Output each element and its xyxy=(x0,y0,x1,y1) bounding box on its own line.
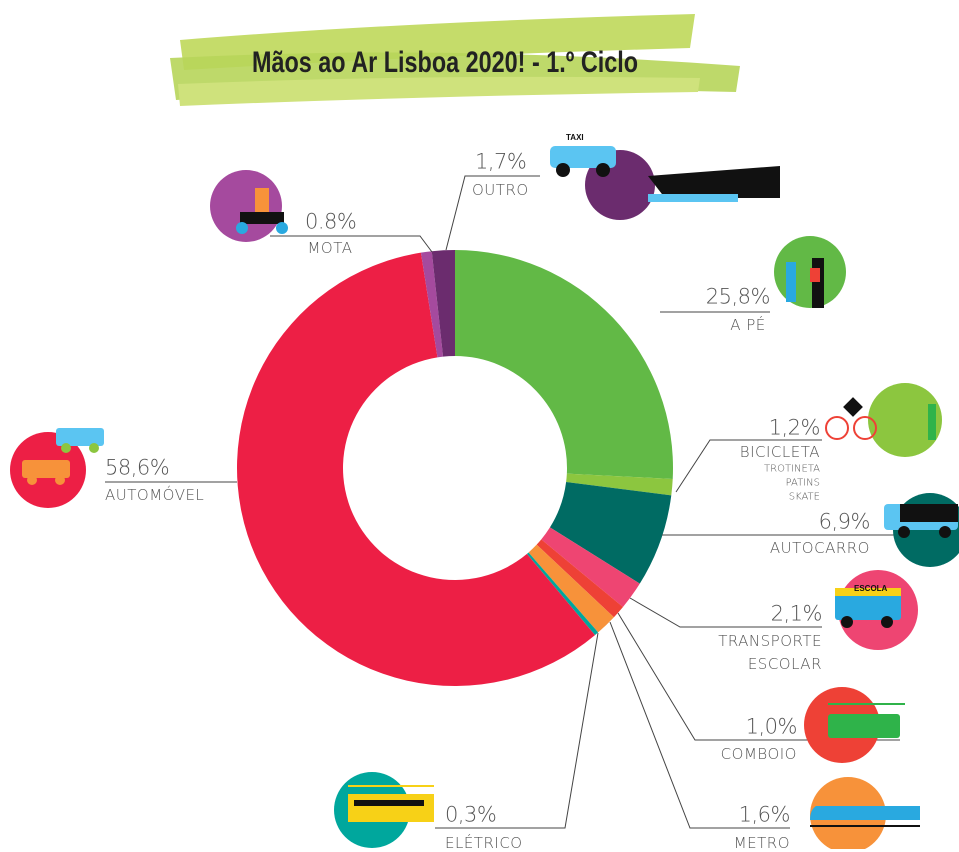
category-label: METRO xyxy=(733,833,790,852)
leader-line xyxy=(270,235,433,253)
leader-line xyxy=(445,175,540,251)
leaders xyxy=(105,175,940,829)
icons xyxy=(10,146,959,849)
donut xyxy=(236,250,674,687)
sub-label: TROTINETA xyxy=(764,463,820,475)
icon-label: ESCOLA xyxy=(854,584,888,593)
leader-line xyxy=(629,597,822,628)
slice xyxy=(528,544,614,633)
chart-title: Mãos ao Ar Lisboa 2020! - 1.º Ciclo xyxy=(251,46,639,79)
slice xyxy=(236,252,596,687)
sub-label: PATINS xyxy=(785,477,820,489)
slice xyxy=(455,250,674,479)
category-label: ELÉTRICO xyxy=(445,833,523,852)
slice xyxy=(566,473,673,496)
value-label: 1,7% xyxy=(475,149,527,174)
category-label: BICICLETA xyxy=(739,442,820,461)
slice xyxy=(541,527,640,607)
slice xyxy=(420,251,444,358)
value-label: 25,8% xyxy=(705,284,771,309)
value-label: 58,6% xyxy=(105,455,170,480)
slice xyxy=(526,552,599,636)
category-label: AUTOCARRO xyxy=(769,538,870,557)
category-label: MOTA xyxy=(307,238,353,257)
value-label: 2,1% xyxy=(770,601,823,626)
value-label: 1,0% xyxy=(745,714,798,739)
category-label: AUTOMÓVEL xyxy=(105,485,205,504)
category-label: OUTRO xyxy=(472,180,529,199)
value-label: 1,6% xyxy=(738,802,791,827)
leader-line xyxy=(609,621,790,829)
value-label: 0.8% xyxy=(305,209,357,234)
sub-label: SKATE xyxy=(788,491,820,503)
category-label: TRANSPORTE ESCOLAR xyxy=(718,632,822,673)
title-banner xyxy=(170,14,740,106)
value-label: 0,3% xyxy=(445,802,497,827)
slice xyxy=(431,250,455,357)
value-label: 6,9% xyxy=(818,509,871,534)
slice xyxy=(536,539,623,618)
slice xyxy=(549,482,672,584)
leader-line xyxy=(435,632,599,829)
category-label: COMBOIO xyxy=(720,744,797,763)
category-label: A PÉ xyxy=(730,315,766,334)
icon-label: TAXI xyxy=(566,133,584,142)
value-label: 1,2% xyxy=(768,415,821,440)
leader-line xyxy=(675,439,822,493)
